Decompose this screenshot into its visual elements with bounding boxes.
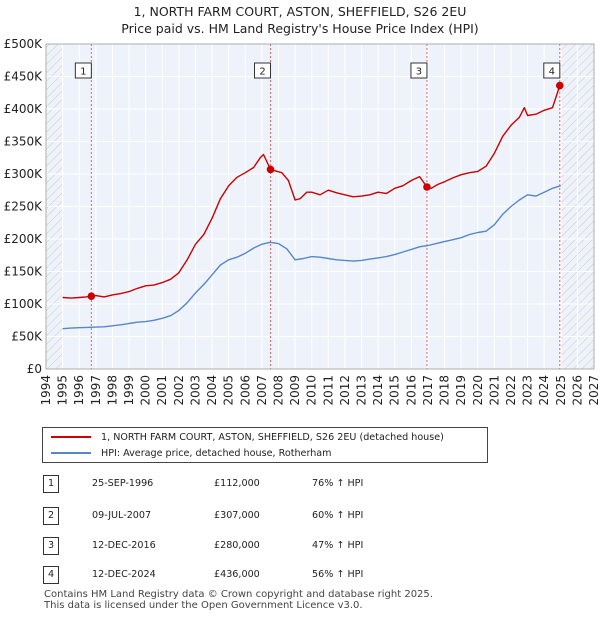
x-tick-label: 2000 [139,375,153,406]
transaction-price: £280,000 [214,540,260,551]
marker-box [254,62,272,79]
x-tick-label: 2019 [454,375,468,406]
series-line-hpi [62,185,562,330]
legend-swatch-property [51,436,91,438]
sale-point [87,292,96,301]
x-tick-label: 2022 [504,375,518,406]
x-tick-label: 2009 [288,375,302,406]
legend-item-property: 1, NORTH FARM COURT, ASTON, SHEFFIELD, S… [51,430,444,444]
x-tick-label: 2025 [554,375,568,406]
footer-copyright: Contains HM Land Registry data © Crown c… [44,589,433,600]
marker-box [410,62,428,79]
x-tick-label: 2026 [570,375,584,406]
legend: 1, NORTH FARM COURT, ASTON, SHEFFIELD, S… [42,427,488,463]
y-tick-label: £250K [4,200,44,214]
y-tick-label: £150K [4,265,44,279]
marker-label: 1 [80,67,86,78]
marker-label: 2 [259,67,265,78]
plot-frame [45,43,595,370]
legend-label-property: 1, NORTH FARM COURT, ASTON, SHEFFIELD, S… [101,431,444,443]
x-tick-label: 2003 [188,375,202,406]
x-tick-label: 1998 [105,375,119,406]
x-tick-label: 2015 [388,375,402,406]
x-tick-label: 2020 [471,375,485,406]
series-line-property [62,82,563,299]
x-tick-label: 2007 [255,375,269,406]
x-tick-label: 2024 [537,375,551,406]
transaction-price: £112,000 [214,478,260,489]
transaction-date: 25-SEP-1996 [92,478,154,489]
transaction-date: 12-DEC-2024 [92,569,156,580]
transaction-number: 4 [43,566,59,584]
x-tick-label: 2002 [172,375,186,406]
chart-title: 1, NORTH FARM COURT, ASTON, SHEFFIELD, S… [133,4,467,19]
x-tick-label: 2013 [355,375,369,406]
transaction-hpi: 60% ↑ HPI [312,510,364,521]
marker-box [543,62,561,79]
sale-point [555,81,564,90]
y-tick-label: £100K [4,297,44,311]
transaction-number: 3 [43,537,59,555]
x-tick-label: 2016 [404,375,418,406]
x-tick-label: 2017 [421,375,435,406]
x-tick-label: 2027 [587,375,600,406]
transaction-hpi: 76% ↑ HPI [312,478,364,489]
x-tick-label: 1996 [72,375,86,406]
y-tick-label: £300K [4,167,44,181]
sale-point [423,183,431,191]
marker-label: 4 [549,67,555,78]
x-tick-label: 2004 [205,375,219,406]
x-tick-label: 2006 [238,375,252,406]
marker-label: 3 [416,67,422,78]
legend-label-hpi: HPI: Average price, detached house, Roth… [101,447,332,459]
transaction-number: 2 [43,507,59,525]
x-tick-label: 2014 [371,375,385,406]
legend-swatch-hpi [51,452,91,454]
transaction-row: 1 25-SEP-1996 £112,000 76% ↑ HPI [0,475,600,495]
transaction-row: 2 09-JUL-2007 £307,000 60% ↑ HPI [0,507,600,527]
transaction-hpi: 47% ↑ HPI [312,540,364,551]
transaction-number: 1 [43,475,59,493]
y-tick-label: £500K [4,37,44,51]
y-tick-label: £400K [4,102,44,116]
y-tick-label: £350K [4,135,44,149]
x-tick-label: 2010 [305,375,319,406]
x-tick-label: 1999 [122,375,136,406]
x-tick-label: 2023 [521,375,535,406]
x-tick-label: 1995 [56,375,70,406]
x-tick-label: 2018 [438,375,452,406]
transaction-row: 4 12-DEC-2024 £436,000 56% ↑ HPI [0,566,600,586]
transaction-price: £436,000 [214,569,260,580]
sale-point [266,165,275,174]
y-tick-label: £0 [27,362,42,376]
footer-license: This data is licensed under the Open Gov… [44,600,363,611]
x-tick-label: 2008 [271,375,285,406]
y-tick-label: £200K [4,232,44,246]
marker-box [74,62,92,79]
y-tick-label: £50K [11,330,43,344]
x-tick-label: 2005 [222,375,236,406]
x-tick-label: 1994 [39,375,53,406]
price-chart: £0 £50K £100K £150K £200K £250K £300K £350K £400… [4,37,600,406]
y-tick-label: £450K [4,70,44,84]
transaction-date: 09-JUL-2007 [92,510,152,521]
x-tick-label: 2021 [487,375,501,406]
x-tick-label: 2012 [338,375,352,406]
transaction-hpi: 56% ↑ HPI [312,569,364,580]
x-tick-label: 2001 [155,375,169,406]
transaction-price: £307,000 [214,510,260,521]
transaction-date: 12-DEC-2016 [92,540,156,551]
transaction-row: 3 12-DEC-2016 £280,000 47% ↑ HPI [0,537,600,557]
x-tick-label: 1997 [89,375,103,406]
legend-item-hpi: HPI: Average price, detached house, Roth… [51,446,332,460]
x-tick-label: 2011 [321,375,335,406]
chart-subtitle: Price paid vs. HM Land Registry's House … [121,21,479,36]
